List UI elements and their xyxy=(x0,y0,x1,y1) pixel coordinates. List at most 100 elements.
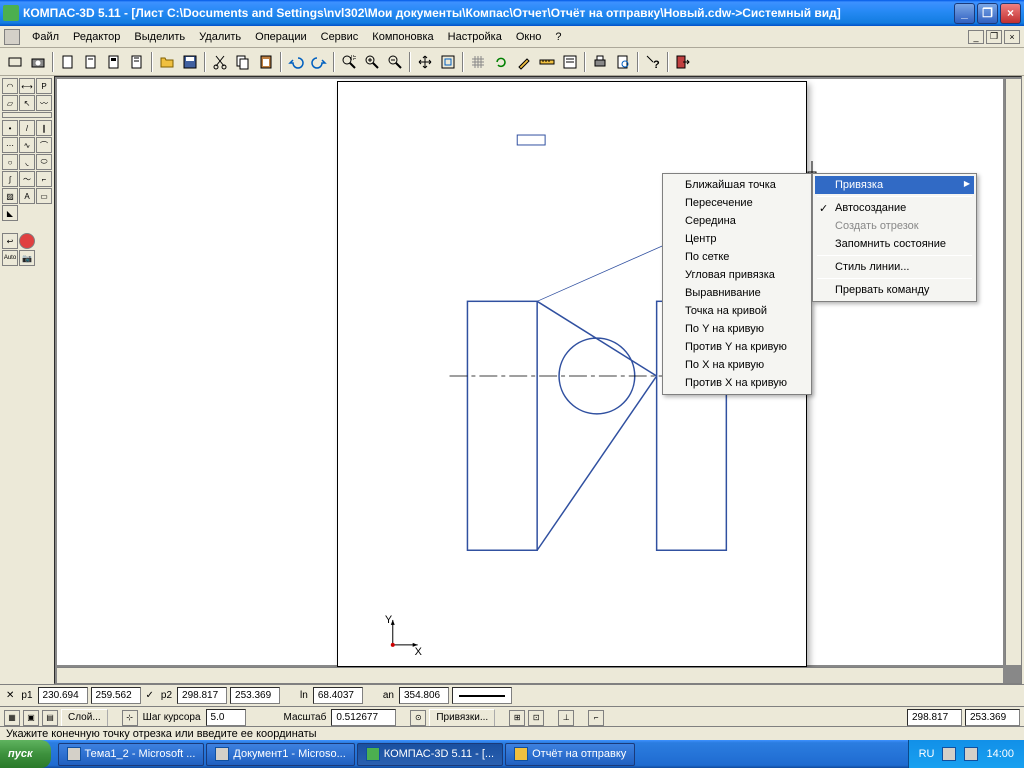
scale-field[interactable]: 0.512677 xyxy=(331,709,396,726)
tool-exit-icon[interactable] xyxy=(672,51,694,73)
task-kompas[interactable]: КОМПАС-3D 5.11 - [... xyxy=(357,743,503,766)
close-button[interactable]: × xyxy=(1000,3,1021,24)
menu-select[interactable]: Выделить xyxy=(128,29,191,45)
ctx-x-against[interactable]: Против X на кривую xyxy=(665,374,809,392)
lt-ellipse-icon[interactable]: ⬭ xyxy=(36,154,52,170)
lt-aux-icon[interactable]: ⋯ xyxy=(2,137,18,153)
menu-service[interactable]: Сервис xyxy=(315,29,365,45)
lt-hatch-icon[interactable]: ▨ xyxy=(2,188,18,204)
menu-settings[interactable]: Настройка xyxy=(442,29,508,45)
tray-icon2[interactable] xyxy=(964,747,978,761)
task-word2[interactable]: Документ1 - Microso... xyxy=(206,743,354,766)
lt-measure-icon[interactable]: 〰 xyxy=(36,95,52,111)
scrollbar-vertical[interactable] xyxy=(1005,79,1021,665)
lt-camera2-icon[interactable]: 📷 xyxy=(19,250,35,266)
tool-grid-icon[interactable] xyxy=(467,51,489,73)
tool-undo-icon[interactable] xyxy=(285,51,307,73)
linestyle-preview[interactable] xyxy=(452,687,512,704)
tool-refresh-icon[interactable] xyxy=(490,51,512,73)
tool-save-icon[interactable] xyxy=(179,51,201,73)
tool-props-icon[interactable] xyxy=(559,51,581,73)
ctx-remember[interactable]: Запомнить состояние xyxy=(815,235,974,253)
lt-stop-icon[interactable] xyxy=(19,233,35,249)
lt-curve-icon[interactable]: ∿ xyxy=(19,137,35,153)
tool-zoomout-icon[interactable] xyxy=(384,51,406,73)
ctx-x-on[interactable]: По X на кривую xyxy=(665,356,809,374)
tool-print-icon[interactable] xyxy=(589,51,611,73)
lt-text-icon[interactable]: A xyxy=(19,188,35,204)
step-field[interactable]: 5.0 xyxy=(206,709,246,726)
tool-cut-icon[interactable] xyxy=(209,51,231,73)
mdi-restore[interactable]: ❐ xyxy=(986,30,1002,44)
clock[interactable]: 14:00 xyxy=(986,748,1014,760)
vb-coord-icon[interactable]: ⌐ xyxy=(588,710,604,726)
tool-copy-icon[interactable] xyxy=(232,51,254,73)
ctx-y-on[interactable]: По Y на кривую xyxy=(665,320,809,338)
p1-x-field[interactable]: 230.694 xyxy=(38,687,88,704)
tool-screenshot-icon[interactable] xyxy=(4,51,26,73)
vb-grid1-icon[interactable]: ⊞ xyxy=(509,710,525,726)
ctx-center[interactable]: Центр xyxy=(665,230,809,248)
ctx-align[interactable]: Выравнивание xyxy=(665,284,809,302)
menu-layout[interactable]: Компоновка xyxy=(366,29,439,45)
lt-bezier-icon[interactable]: 〜 xyxy=(19,171,35,187)
tool-redo-icon[interactable] xyxy=(308,51,330,73)
lt-point-icon[interactable]: • xyxy=(2,120,18,136)
tool-measure-icon[interactable] xyxy=(536,51,558,73)
tool-new-icon[interactable] xyxy=(57,51,79,73)
vb-snap-icon[interactable]: ⊙ xyxy=(410,710,426,726)
tool-camera-icon[interactable] xyxy=(27,51,49,73)
snap-button[interactable]: Привязки... xyxy=(429,709,495,727)
lt-circle-icon[interactable]: ○ xyxy=(2,154,18,170)
mdi-close[interactable]: × xyxy=(1004,30,1020,44)
lt-rough-icon[interactable]: Р xyxy=(36,78,52,94)
p2-y-field[interactable]: 253.369 xyxy=(230,687,280,704)
ctx-angular[interactable]: Угловая привязка xyxy=(665,266,809,284)
tool-new4-icon[interactable] xyxy=(126,51,148,73)
drawing-canvas[interactable]: Y X xyxy=(57,79,1003,665)
task-word1[interactable]: Тема1_2 - Microsoft ... xyxy=(58,743,205,766)
lt-cursor-icon[interactable]: ↖ xyxy=(19,95,35,111)
ctx-binding[interactable]: Привязка xyxy=(815,176,974,194)
lt-chamfer-icon[interactable]: ◣ xyxy=(2,205,18,221)
ctx-nearest[interactable]: Ближайшая точка xyxy=(665,176,809,194)
tool-draw-icon[interactable] xyxy=(513,51,535,73)
menu-operations[interactable]: Операции xyxy=(249,29,312,45)
vb-icon1[interactable]: ▦ xyxy=(4,710,20,726)
layer-button[interactable]: Слой... xyxy=(61,709,108,727)
task-folder[interactable]: Отчёт на отправку xyxy=(505,743,635,766)
lt-back-icon[interactable]: ↩ xyxy=(2,233,18,249)
start-button[interactable]: пуск xyxy=(0,740,51,768)
tool-open-icon[interactable] xyxy=(156,51,178,73)
lt-arc2-icon[interactable]: ◟ xyxy=(19,154,35,170)
lt-line-icon[interactable]: / xyxy=(19,120,35,136)
menu-file[interactable]: Файл xyxy=(26,29,65,45)
vb-step-icon[interactable]: ⊹ xyxy=(122,710,138,726)
vb-ortho-icon[interactable]: ⊥ xyxy=(558,710,574,726)
tool-help-icon[interactable]: ? xyxy=(642,51,664,73)
tool-zoomfit-icon[interactable] xyxy=(437,51,459,73)
lt-polyline-icon[interactable]: ⌐ xyxy=(36,171,52,187)
menu-help[interactable]: ? xyxy=(549,29,567,45)
mdi-minimize[interactable]: _ xyxy=(968,30,984,44)
ctx-linestyle[interactable]: Стиль линии... xyxy=(815,258,974,276)
tool-paste-icon[interactable] xyxy=(255,51,277,73)
menu-delete[interactable]: Удалить xyxy=(193,29,247,45)
menu-editor[interactable]: Редактор xyxy=(67,29,126,45)
vb-icon2[interactable]: ▣ xyxy=(23,710,39,726)
lt-rect-icon[interactable]: ▭ xyxy=(36,188,52,204)
lang-indicator[interactable]: RU xyxy=(919,748,935,760)
tool-preview-icon[interactable] xyxy=(612,51,634,73)
maximize-button[interactable]: ❐ xyxy=(977,3,998,24)
minimize-button[interactable]: _ xyxy=(954,3,975,24)
lt-edit-icon[interactable]: ▱ xyxy=(2,95,18,111)
p2-x-field[interactable]: 298.817 xyxy=(177,687,227,704)
tool-new3-icon[interactable] xyxy=(103,51,125,73)
ctx-y-against[interactable]: Против Y на кривую xyxy=(665,338,809,356)
vb-grid2-icon[interactable]: ⊡ xyxy=(528,710,544,726)
vb-icon3[interactable]: ▤ xyxy=(42,710,58,726)
ctx-abort[interactable]: Прервать команду xyxy=(815,281,974,299)
ctx-grid[interactable]: По сетке xyxy=(665,248,809,266)
tool-new2-icon[interactable] xyxy=(80,51,102,73)
tool-zoomwin-icon[interactable] xyxy=(338,51,360,73)
